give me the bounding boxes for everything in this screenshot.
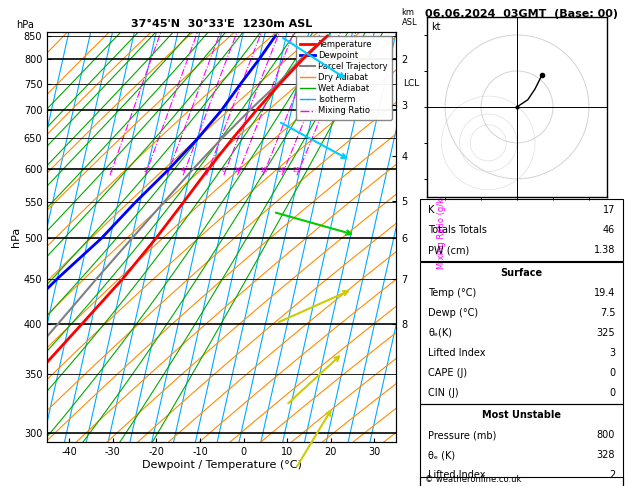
Text: 19.4: 19.4 <box>594 288 615 298</box>
Text: 7.5: 7.5 <box>599 308 615 318</box>
Text: Lifted Index: Lifted Index <box>428 348 486 358</box>
Text: 0: 0 <box>609 368 615 378</box>
Text: 2: 2 <box>143 167 147 173</box>
Text: CAPE (J): CAPE (J) <box>428 368 467 378</box>
Text: 20: 20 <box>277 167 286 173</box>
Text: © weatheronline.co.uk: © weatheronline.co.uk <box>425 474 521 484</box>
Text: 6: 6 <box>204 167 209 173</box>
Text: θₑ(K): θₑ(K) <box>428 328 452 338</box>
Text: 25: 25 <box>292 167 301 173</box>
Text: 325: 325 <box>596 328 615 338</box>
Text: 4: 4 <box>181 167 186 173</box>
Text: PW (cm): PW (cm) <box>428 245 470 256</box>
Text: Pressure (mb): Pressure (mb) <box>428 430 497 440</box>
Bar <box>420 199 623 261</box>
Text: 3: 3 <box>165 167 169 173</box>
Text: Surface: Surface <box>501 268 543 278</box>
Text: kt: kt <box>431 22 440 33</box>
Text: 0: 0 <box>609 388 615 398</box>
Text: 8: 8 <box>221 167 226 173</box>
Y-axis label: hPa: hPa <box>11 227 21 247</box>
Text: 10: 10 <box>233 167 242 173</box>
Text: km
ASL: km ASL <box>401 8 417 28</box>
Text: 328: 328 <box>597 450 615 460</box>
Text: 3: 3 <box>609 348 615 358</box>
Text: hPa: hPa <box>16 19 33 30</box>
Text: 46: 46 <box>603 226 615 235</box>
Text: Dewp (°C): Dewp (°C) <box>428 308 479 318</box>
Text: 1: 1 <box>108 167 112 173</box>
Text: Most Unstable: Most Unstable <box>482 410 561 420</box>
Title: 37°45'N  30°33'E  1230m ASL: 37°45'N 30°33'E 1230m ASL <box>131 19 313 30</box>
X-axis label: Dewpoint / Temperature (°C): Dewpoint / Temperature (°C) <box>142 460 302 470</box>
Bar <box>420 404 623 486</box>
Text: Temp (°C): Temp (°C) <box>428 288 477 298</box>
Text: Totals Totals: Totals Totals <box>428 226 487 235</box>
Text: 06.06.2024  03GMT  (Base: 00): 06.06.2024 03GMT (Base: 00) <box>425 9 618 19</box>
Bar <box>420 261 623 404</box>
Text: Lifted Index: Lifted Index <box>428 470 486 480</box>
Text: LCL: LCL <box>403 79 420 88</box>
Text: θₑ (K): θₑ (K) <box>428 450 455 460</box>
Text: 17: 17 <box>603 206 615 215</box>
Text: CIN (J): CIN (J) <box>428 388 459 398</box>
Bar <box>420 477 623 486</box>
Text: 2: 2 <box>609 470 615 480</box>
Text: Mixing Ratio (g/kg): Mixing Ratio (g/kg) <box>437 189 446 269</box>
Legend: Temperature, Dewpoint, Parcel Trajectory, Dry Adiabat, Wet Adiabat, Isotherm, Mi: Temperature, Dewpoint, Parcel Trajectory… <box>296 36 392 120</box>
Text: 15: 15 <box>259 167 267 173</box>
Text: K: K <box>428 206 435 215</box>
Text: 1.38: 1.38 <box>594 245 615 256</box>
Text: 800: 800 <box>597 430 615 440</box>
